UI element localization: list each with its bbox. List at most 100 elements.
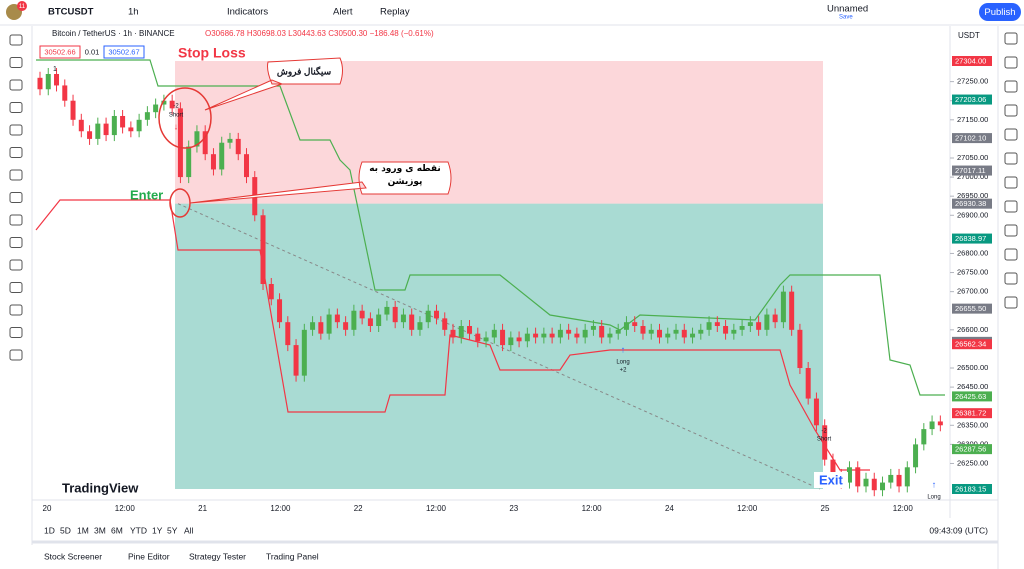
candle <box>103 123 109 136</box>
side-icon[interactable] <box>1004 224 1018 237</box>
bid-box[interactable] <box>39 45 81 59</box>
bottom-tab[interactable]: Trading Panel <box>266 551 319 561</box>
tool-icon[interactable] <box>9 259 23 271</box>
candle <box>111 115 117 136</box>
tool-icon[interactable] <box>9 124 23 136</box>
candle <box>62 85 68 101</box>
candle <box>202 131 208 155</box>
time-label: 23 <box>509 504 518 513</box>
time-label: 25 <box>821 504 830 513</box>
candle <box>665 333 671 338</box>
candle <box>194 131 200 147</box>
tool-icon[interactable] <box>9 304 23 316</box>
side-icon[interactable] <box>1004 80 1018 93</box>
price-label: 26800.00 <box>957 248 988 257</box>
bottom-tab[interactable]: Stock Screener <box>44 551 102 561</box>
bottom-tab[interactable]: Pine Editor <box>128 551 170 561</box>
range-button[interactable]: 5Y <box>167 525 178 535</box>
tool-icon[interactable] <box>9 79 23 91</box>
price-badge-label: 26562.34 <box>955 340 986 349</box>
side-icon[interactable] <box>1004 272 1018 285</box>
candle <box>921 429 927 445</box>
range-button[interactable]: 1M <box>77 525 89 535</box>
tool-icon[interactable] <box>9 57 23 68</box>
candle <box>706 322 712 330</box>
candle <box>210 154 216 170</box>
callout <box>189 161 452 204</box>
price-badge <box>952 303 992 314</box>
tool-icon[interactable] <box>9 349 23 361</box>
candle <box>822 425 828 460</box>
tool-icon[interactable] <box>9 169 23 181</box>
callout <box>204 57 343 111</box>
tool-icon[interactable] <box>9 214 23 226</box>
side-icon[interactable] <box>1004 32 1018 45</box>
ask-box[interactable] <box>103 45 145 59</box>
range-button[interactable]: All <box>184 525 194 535</box>
replay[interactable]: Replay <box>380 7 410 18</box>
side-icon[interactable] <box>1004 56 1018 69</box>
candle <box>425 310 431 323</box>
publish[interactable]: Publish <box>984 7 1015 18</box>
time-label: 20 <box>43 504 52 513</box>
side-icon[interactable] <box>1004 200 1018 213</box>
indicators[interactable]: Indicators <box>227 7 268 18</box>
candle <box>334 314 340 323</box>
candle <box>764 314 770 330</box>
interval[interactable]: 1h <box>128 7 139 18</box>
price-label: 26450.00 <box>957 382 988 391</box>
tool-icon[interactable] <box>9 34 23 46</box>
candle <box>508 337 514 346</box>
side-icon[interactable] <box>1004 152 1018 165</box>
currency[interactable]: USDT <box>958 31 980 40</box>
price-label: 26350.00 <box>957 420 988 429</box>
range-button[interactable]: 6M <box>111 525 123 535</box>
candle <box>87 131 93 139</box>
candle <box>186 146 192 178</box>
side-icon[interactable] <box>1004 296 1018 309</box>
tool-icon[interactable] <box>9 102 23 113</box>
candle <box>846 467 852 483</box>
bottom-tab[interactable]: Strategy Tester <box>189 551 246 561</box>
collapse[interactable]: 1 <box>53 66 57 73</box>
stop-zone <box>175 61 823 204</box>
candle <box>888 474 894 483</box>
price-label: 27250.00 <box>957 77 988 86</box>
layout-name[interactable]: Unnamed <box>827 4 868 15</box>
price-badge <box>952 233 992 244</box>
notification-count: 11 <box>19 4 26 10</box>
candle <box>95 123 101 139</box>
range-button[interactable]: 5D <box>60 525 71 535</box>
tool-icon[interactable] <box>9 147 23 158</box>
price-label: 26950.00 <box>957 191 988 200</box>
spread: 0.01 <box>85 47 100 56</box>
range-button[interactable]: 3M <box>94 525 106 535</box>
arrow-down: ↓ <box>822 446 827 456</box>
symbol[interactable]: BTCUSDT <box>48 7 94 18</box>
publish-button[interactable] <box>979 3 1021 21</box>
ask[interactable]: 30502.67 <box>108 47 139 56</box>
tool-icon[interactable] <box>9 282 23 293</box>
side-icon[interactable] <box>1004 104 1018 117</box>
bid[interactable]: 30502.66 <box>44 47 75 56</box>
side-icon[interactable] <box>1004 128 1018 141</box>
price-badge <box>952 408 992 419</box>
price-label: 26500.00 <box>957 363 988 372</box>
arrow-up: ↑ <box>932 479 937 489</box>
alert[interactable]: Alert <box>333 7 353 18</box>
tool-icon[interactable] <box>9 327 23 338</box>
range-button[interactable]: YTD <box>130 525 147 535</box>
candle <box>690 333 696 338</box>
price-badge-label: 26381.72 <box>955 409 986 418</box>
tool-icon[interactable] <box>9 237 23 248</box>
side-icon[interactable] <box>1004 176 1018 189</box>
range-button[interactable]: 1D <box>44 525 55 535</box>
side-icon[interactable] <box>1004 248 1018 261</box>
candle <box>590 326 596 330</box>
save[interactable]: Save <box>839 15 853 21</box>
range-button[interactable]: 1Y <box>152 525 163 535</box>
tool-icon[interactable] <box>9 192 23 203</box>
candle <box>673 329 679 334</box>
time-label: 24 <box>665 504 674 513</box>
candle <box>913 444 919 468</box>
